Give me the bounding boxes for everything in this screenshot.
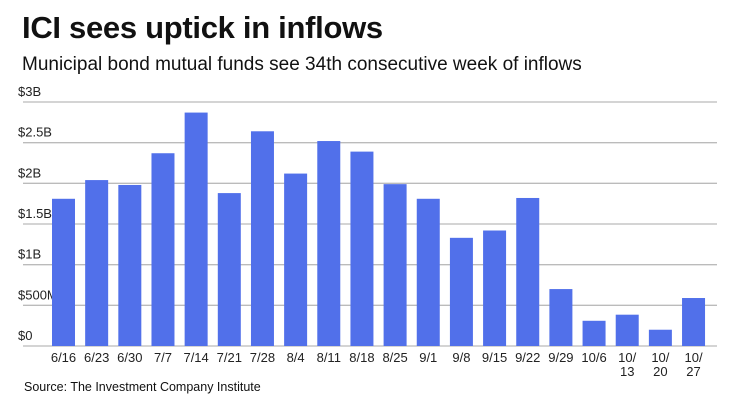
bar-8/4 xyxy=(284,173,308,346)
x-tick-label: 8/11 xyxy=(317,350,341,365)
x-tick-label: 9/1 xyxy=(419,350,437,365)
x-tick-label: 10/27 xyxy=(685,350,703,379)
bar-7/28 xyxy=(250,131,274,346)
x-tick-label: 7/21 xyxy=(217,350,242,365)
bar-10/13 xyxy=(615,314,639,346)
x-tick-label: 8/18 xyxy=(349,350,374,365)
chart-title: ICI sees uptick in inflows xyxy=(22,10,383,45)
y-tick-label: $1B xyxy=(18,247,41,262)
source-note: Source: The Investment Company Institute xyxy=(24,380,261,394)
bar-7/7 xyxy=(151,153,175,346)
bar-9/22 xyxy=(516,197,540,346)
bar-8/25 xyxy=(383,184,407,346)
x-tick-label: 8/25 xyxy=(382,350,407,365)
bar-9/8 xyxy=(449,237,473,346)
x-tick-label: 6/16 xyxy=(51,350,76,365)
y-tick-label: $3B xyxy=(18,84,41,99)
bar-9/1 xyxy=(416,198,440,346)
x-tick-label: 7/14 xyxy=(183,350,208,365)
bar-8/18 xyxy=(350,151,374,346)
bar-6/23 xyxy=(85,180,109,346)
x-tick-label: 10/13 xyxy=(618,350,636,379)
bar-7/21 xyxy=(217,193,241,346)
bar-6/30 xyxy=(118,184,142,346)
bar-7/14 xyxy=(184,112,208,346)
y-tick-label: $0 xyxy=(18,328,32,343)
chart-subtitle: Municipal bond mutual funds see 34th con… xyxy=(22,54,582,75)
x-tick-label: 6/23 xyxy=(84,350,109,365)
bar-10/20 xyxy=(648,329,672,346)
bar-6/16 xyxy=(52,198,75,346)
bar-9/15 xyxy=(483,230,507,346)
x-tick-label: 10/6 xyxy=(581,350,606,365)
bar-8/11 xyxy=(317,141,341,346)
y-tick-label: $500M xyxy=(18,287,58,302)
x-tick-label: 7/7 xyxy=(154,350,172,365)
x-tick-label: 9/29 xyxy=(548,350,573,365)
y-tick-label: $2.5B xyxy=(18,125,52,140)
y-tick-label: $1.5B xyxy=(18,206,52,221)
bar-10/27 xyxy=(682,298,706,346)
x-tick-label: 7/28 xyxy=(250,350,275,365)
y-tick-label: $2B xyxy=(18,165,41,180)
x-tick-label: 9/15 xyxy=(482,350,507,365)
x-tick-label: 9/22 xyxy=(515,350,540,365)
bar-9/29 xyxy=(549,289,573,346)
x-tick-label: 9/8 xyxy=(452,350,470,365)
x-tick-label: 8/4 xyxy=(287,350,305,365)
x-tick-label: 10/20 xyxy=(651,350,669,379)
bar-10/6 xyxy=(582,320,606,346)
x-tick-label: 6/30 xyxy=(117,350,142,365)
